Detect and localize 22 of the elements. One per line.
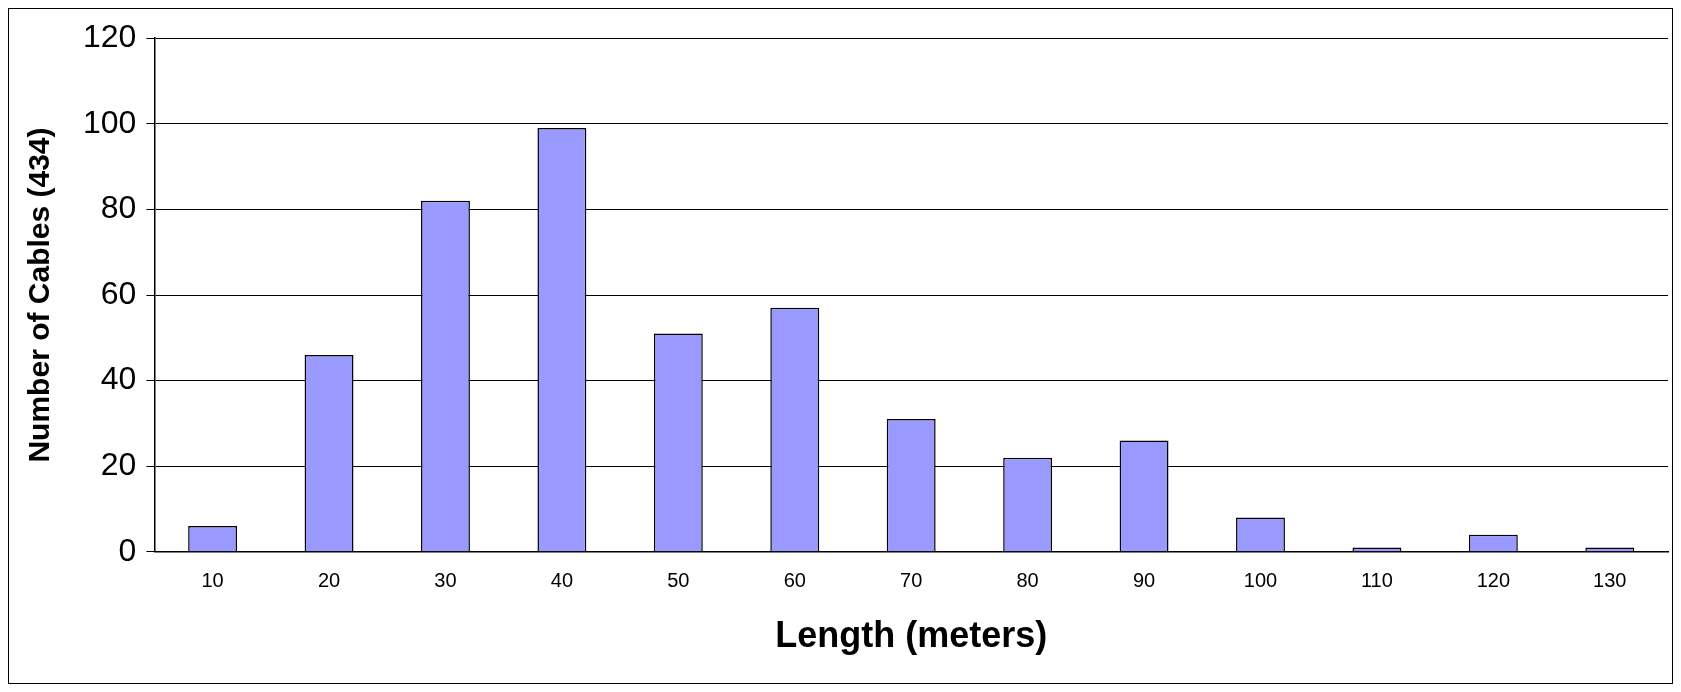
x-tick-label: 40 bbox=[550, 569, 574, 592]
x-tick-label: 70 bbox=[900, 569, 923, 592]
x-tick-label: 90 bbox=[1132, 569, 1156, 592]
y-tick-label: 60 bbox=[100, 274, 137, 311]
x-tick-label: 50 bbox=[667, 569, 690, 592]
y-axis-title: Number of Cables (434) bbox=[22, 127, 56, 463]
x-tick-label: 10 bbox=[201, 569, 224, 592]
x-tick-label: 100 bbox=[1243, 569, 1278, 592]
y-tick-label: 80 bbox=[100, 189, 137, 226]
y-tick-label: 20 bbox=[100, 446, 137, 483]
x-tick-label: 20 bbox=[317, 569, 341, 592]
y-tick-label: 100 bbox=[83, 103, 137, 140]
x-tick-label: 60 bbox=[783, 569, 806, 592]
x-tick-label: 80 bbox=[1016, 569, 1039, 592]
x-tick-label: 130 bbox=[1593, 569, 1627, 592]
x-tick-label: 110 bbox=[1360, 569, 1393, 592]
x-axis-title: Length (meters) bbox=[775, 614, 1048, 656]
y-tick-label: 0 bbox=[118, 531, 137, 568]
x-tick-label: 120 bbox=[1476, 569, 1511, 592]
y-tick-label: 40 bbox=[100, 360, 137, 397]
x-tick-label: 30 bbox=[434, 569, 457, 592]
y-tick-label: 120 bbox=[83, 18, 137, 55]
